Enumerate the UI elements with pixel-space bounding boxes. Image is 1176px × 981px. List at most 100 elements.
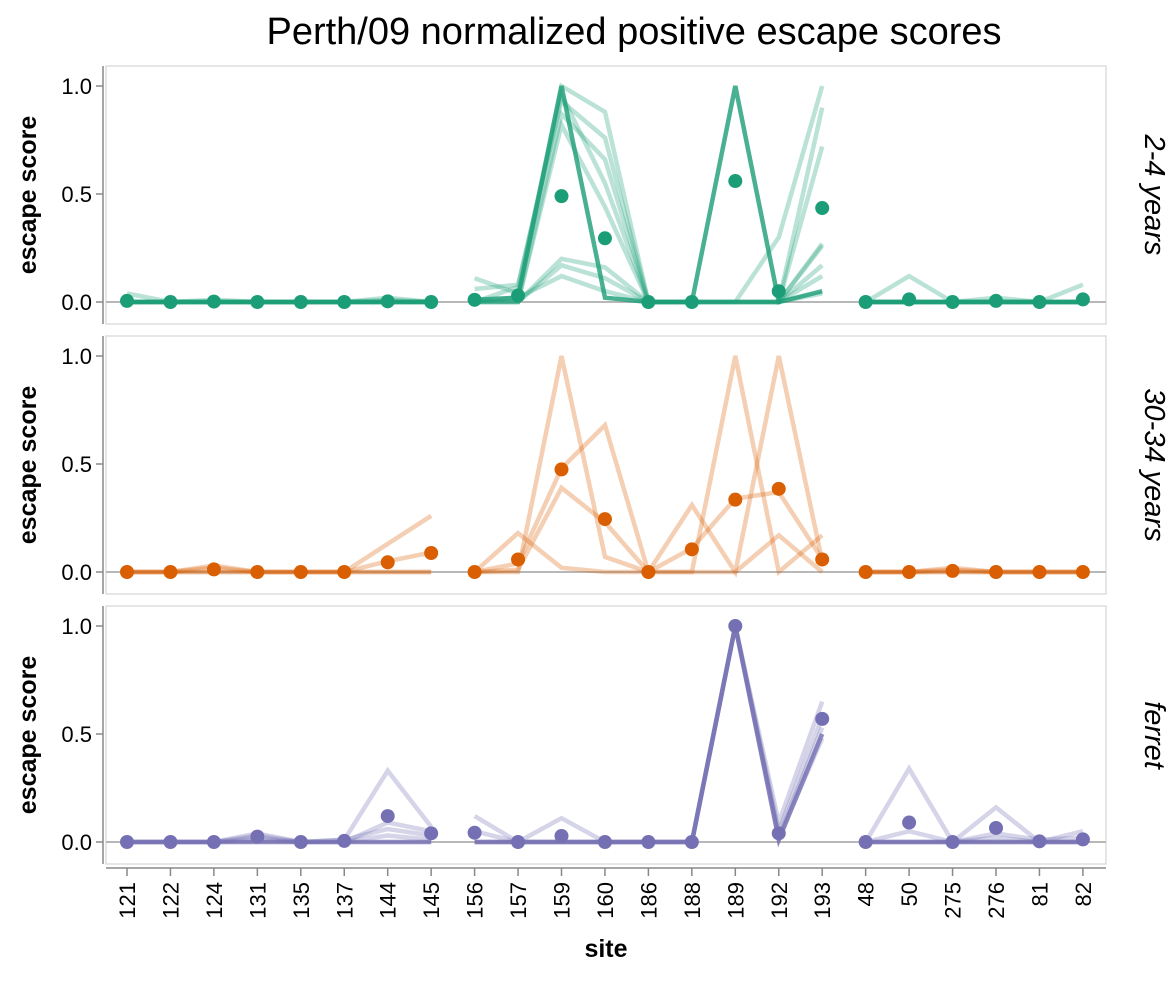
individual-line — [864, 273, 1084, 305]
x-tick-label: 81 — [1027, 882, 1052, 906]
x-tick-label: 124 — [202, 882, 227, 919]
panel-0: 0.0 0.5 1.0 escape score 2-4 years — [14, 65, 1170, 325]
y-axis-title: escape score — [14, 116, 42, 275]
mean-point — [163, 835, 178, 849]
x-tick-label: 193 — [810, 882, 835, 919]
mean-point — [554, 462, 569, 477]
y-tick-label: 0.0 — [61, 560, 92, 585]
mean-point — [511, 288, 526, 303]
mean-point — [293, 295, 308, 309]
individual-line — [474, 625, 825, 845]
mean-point — [1075, 292, 1090, 307]
mean-point — [641, 295, 656, 309]
mean-point — [902, 815, 917, 830]
mean-point — [902, 292, 917, 307]
x-tick-label: 156 — [463, 882, 488, 919]
mean-point — [815, 711, 830, 726]
y-axis-title: escape score — [14, 656, 42, 815]
x-tick-label: 186 — [636, 882, 661, 919]
mean-point — [641, 835, 656, 849]
mean-point — [424, 545, 439, 560]
y-tick-label: 0.0 — [61, 830, 92, 855]
x-axis-title: site — [584, 935, 627, 963]
panel-1: 0.0 0.5 1.0 escape score 30-34 years — [14, 335, 1170, 595]
mean-point — [815, 552, 830, 567]
mean-point — [1032, 295, 1047, 309]
mean-point — [467, 825, 482, 840]
mean-point — [424, 826, 439, 841]
mean-point — [467, 292, 482, 307]
mean-point — [337, 565, 352, 579]
y-tick-label: 1.0 — [61, 74, 92, 99]
x-tick-label: 48 — [854, 882, 879, 906]
y-tick-label: 1.0 — [61, 344, 92, 369]
highlight-line — [474, 625, 825, 848]
panel-frame — [105, 605, 1107, 865]
x-tick-label: 50 — [897, 882, 922, 906]
mean-point — [337, 833, 352, 848]
x-tick-label: 189 — [723, 882, 748, 919]
mean-point — [380, 555, 395, 570]
x-tick-label: 82 — [1071, 882, 1096, 906]
mean-point — [511, 835, 526, 849]
mean-point — [989, 820, 1003, 835]
mean-point — [337, 295, 352, 309]
x-tick-label: 144 — [376, 882, 401, 919]
mean-point — [163, 565, 178, 579]
x-tick-label: 131 — [245, 882, 270, 919]
mean-point — [424, 295, 439, 309]
individual-line — [474, 625, 825, 845]
x-tick-label: 275 — [941, 882, 966, 919]
x-tick-label: 276 — [984, 882, 1009, 919]
mean-point — [771, 284, 786, 299]
facet-label: 2-4 years — [1138, 134, 1170, 256]
mean-point — [684, 295, 699, 309]
mean-point — [728, 619, 743, 633]
panel-2: 0.0 0.5 1.0 escape score ferret — [14, 605, 1170, 865]
mean-point — [206, 562, 221, 577]
individual-line — [474, 118, 824, 305]
mean-point — [250, 295, 265, 309]
mean-point — [206, 835, 221, 849]
mean-point — [120, 293, 134, 308]
y-tick-label: 0.5 — [61, 452, 92, 477]
mean-point — [771, 826, 786, 841]
mean-point — [684, 835, 699, 849]
x-tick-label: 192 — [767, 882, 792, 919]
mean-point — [989, 293, 1003, 308]
mean-point — [728, 492, 743, 507]
mean-point — [1032, 834, 1047, 849]
mean-point — [250, 829, 265, 844]
mean-point — [1075, 832, 1090, 847]
y-tick-label: 0.0 — [61, 290, 92, 315]
x-tick-label: 145 — [419, 882, 444, 919]
mean-point — [120, 835, 134, 849]
x-tick-label: 135 — [289, 882, 314, 919]
y-axis-title: escape score — [14, 386, 42, 545]
mean-point — [945, 563, 960, 578]
facet-label: ferret — [1138, 701, 1170, 771]
mean-point — [597, 835, 612, 849]
mean-point — [120, 565, 134, 579]
individual-line — [127, 513, 433, 575]
panels: 0.0 0.5 1.0 escape score 2-4 years 0.0 0.5 1.0 e… — [14, 65, 1170, 865]
x-tick-label: 160 — [593, 882, 618, 919]
x-tick-label: 122 — [158, 882, 183, 919]
mean-point — [554, 828, 569, 843]
individual-line — [865, 567, 1083, 575]
y-tick-label: 0.5 — [61, 722, 92, 747]
mean-point — [163, 295, 178, 309]
mean-point — [511, 552, 526, 567]
x-axis: 121 122 124 131 135 137 144 145 156 157 159 160 186 1… — [106, 867, 1106, 919]
mean-point — [902, 565, 917, 579]
mean-point — [989, 565, 1003, 579]
mean-point — [945, 295, 960, 309]
individual-line — [865, 565, 1083, 575]
mean-point — [858, 295, 873, 309]
mean-point — [380, 294, 395, 309]
x-tick-label: 137 — [332, 882, 357, 919]
individual-line — [865, 828, 1084, 845]
mean-point — [1075, 565, 1090, 579]
